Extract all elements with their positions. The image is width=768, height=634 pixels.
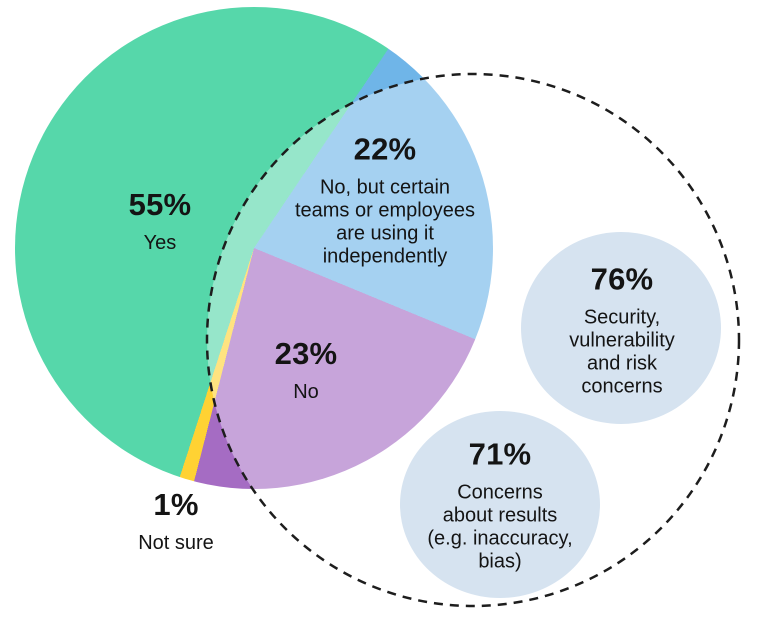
slice-label-no: 23% No xyxy=(275,336,338,404)
slice-label-line: No, but certain xyxy=(319,176,451,199)
slice-value-no-but-certain: 22% xyxy=(353,131,417,167)
bubble-value-results: 71% xyxy=(468,436,532,472)
slice-label-yes: 55% Yes xyxy=(129,187,192,255)
slice-label-line: independently xyxy=(322,245,448,268)
slice-label-not-sure: 1% Not sure xyxy=(138,487,214,555)
bubble-label-line: concerns xyxy=(581,375,663,398)
bubble-label-line: Concerns xyxy=(457,481,543,504)
bubble-label-line: (e.g. inaccuracy, xyxy=(427,527,573,550)
bubble-label-results: 71% Concerns about results (e.g. inaccur… xyxy=(427,437,572,574)
dashed-circle xyxy=(205,72,741,608)
bubble-results-circle xyxy=(400,411,600,598)
bubble-label-line: and risk xyxy=(586,352,658,375)
slice-value-not-sure: 1% xyxy=(153,487,199,522)
slice-label-line: Yes xyxy=(143,232,177,254)
bubble-security-circle xyxy=(521,232,721,424)
bubble-value-security: 76% xyxy=(590,261,654,297)
slice-label-no-but-certain: 22% No, but certain teams or employees a… xyxy=(295,132,475,269)
bubble-label-security: 76% Security, vulnerability and risk con… xyxy=(569,262,675,399)
slice-label-line: No xyxy=(293,381,319,403)
slice-value-yes: 55% xyxy=(128,187,192,222)
slice-label-line: Not sure xyxy=(138,532,214,554)
slice-label-line: are using it xyxy=(336,222,434,245)
bubble-label-line: bias) xyxy=(478,550,522,573)
bubble-label-line: vulnerability xyxy=(569,329,675,352)
slice-value-no: 23% xyxy=(274,336,338,371)
bubble-label-line: about results xyxy=(442,504,558,527)
slice-label-line: teams or employees xyxy=(294,199,476,222)
bubble-label-line: Security, xyxy=(583,306,661,329)
pie-chart xyxy=(15,7,493,489)
